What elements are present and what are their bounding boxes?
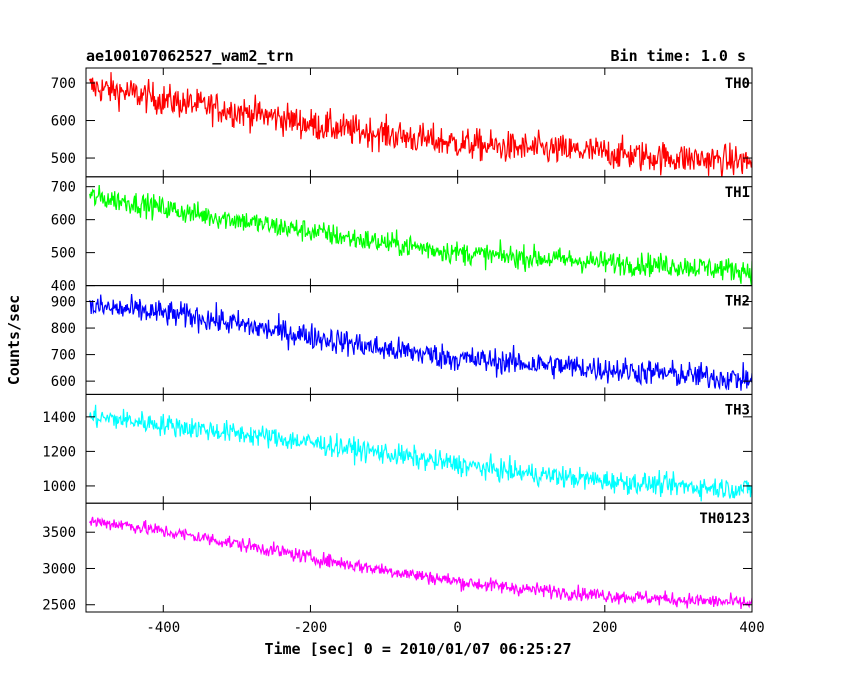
panel-label-th1: TH1: [725, 185, 750, 201]
y-tick-label: 700: [51, 348, 76, 364]
x-tick-label: 200: [592, 620, 617, 636]
y-tick-label: 500: [51, 246, 76, 262]
series-line-th0: [89, 72, 752, 177]
y-tick-label: 1000: [42, 479, 76, 495]
series-line-th0123: [89, 516, 752, 609]
panel-label-th2: TH2: [725, 294, 750, 310]
y-tick-label: 900: [51, 295, 76, 311]
chart-title: ae100107062527_wam2_trn: [86, 47, 294, 65]
y-tick-label: 700: [51, 76, 76, 92]
y-tick-label: 2500: [42, 598, 76, 614]
panel-label-th3: TH3: [725, 402, 750, 418]
y-tick-label: 800: [51, 321, 76, 337]
x-tick-label: 0: [453, 620, 461, 636]
x-axis-label: Time [sec] 0 = 2010/01/07 06:25:27: [264, 640, 571, 658]
panel-frame: [85, 285, 753, 395]
panels-group: 500 600 700 TH0 400 500 600 700 TH1 600 700 800 900 T…: [42, 67, 765, 636]
y-tick-label: 3000: [42, 561, 76, 577]
y-tick-label: 600: [51, 213, 76, 229]
y-tick-label: 600: [51, 114, 76, 130]
series-line-th1: [89, 185, 752, 285]
y-tick-label: 500: [51, 151, 76, 167]
y-tick-label: 1400: [42, 410, 76, 426]
panel-frame: [85, 502, 753, 613]
x-tick-label: 400: [739, 620, 764, 636]
y-tick-label: 600: [51, 374, 76, 390]
panel-frame: [85, 67, 753, 178]
y-tick-label: 700: [51, 180, 76, 196]
y-tick-label: 400: [51, 279, 76, 295]
bin-time-label: Bin time: 1.0 s: [611, 47, 746, 65]
y-axis-label: Counts/sec: [5, 295, 23, 385]
y-tick-label: 3500: [42, 525, 76, 541]
panel-label-th0: TH0: [725, 76, 750, 92]
panel-label-th0123: TH0123: [699, 511, 750, 527]
series-line-th2: [89, 294, 752, 391]
x-tick-label: -400: [146, 620, 180, 636]
series-line-th3: [89, 404, 752, 502]
x-tick-label: -200: [294, 620, 328, 636]
y-tick-label: 1200: [42, 444, 76, 460]
